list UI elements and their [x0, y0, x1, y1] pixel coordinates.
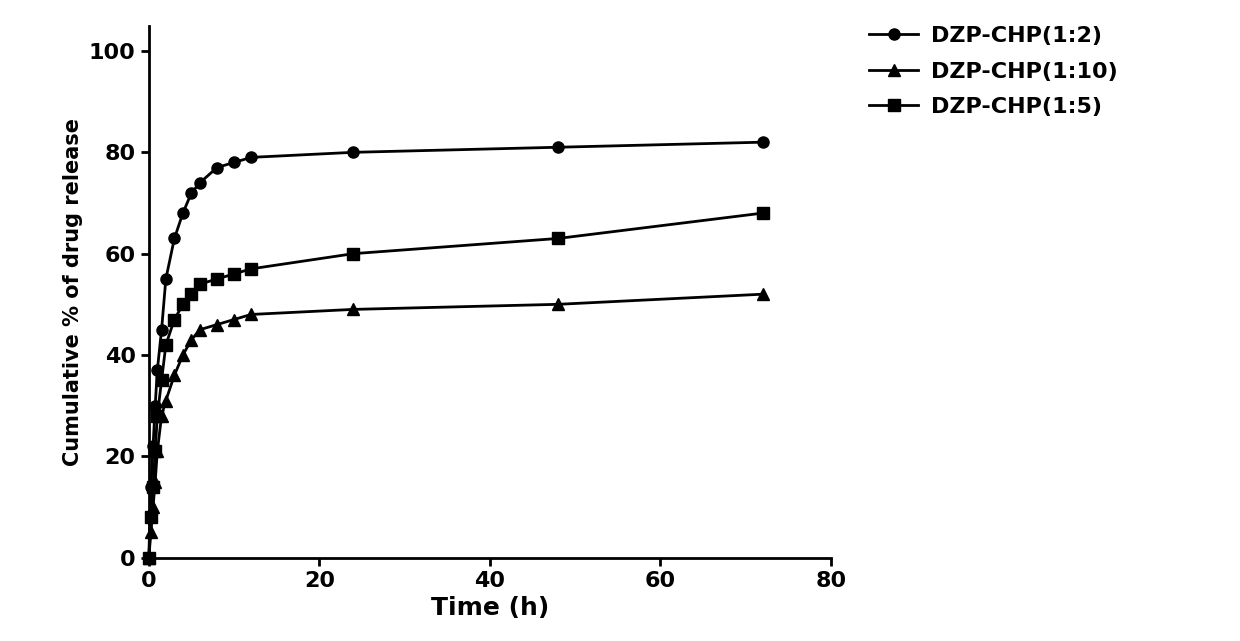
DZP-CHP(1:5): [551, 235, 565, 242]
DZP-CHP(1:5): [159, 341, 174, 349]
Y-axis label: Cumulative % of drug release: Cumulative % of drug release: [63, 118, 83, 465]
DZP-CHP(1:10): [148, 478, 162, 485]
DZP-CHP(1:10): [755, 290, 770, 298]
DZP-CHP(1:5): [145, 483, 160, 490]
DZP-CHP(1:5): [755, 209, 770, 217]
DZP-CHP(1:2): [192, 179, 207, 187]
DZP-CHP(1:2): [227, 158, 242, 166]
DZP-CHP(1:5): [141, 554, 156, 562]
DZP-CHP(1:10): [145, 503, 160, 511]
Line: DZP-CHP(1:10): DZP-CHP(1:10): [144, 288, 768, 563]
DZP-CHP(1:5): [154, 376, 169, 384]
DZP-CHP(1:2): [755, 138, 770, 146]
DZP-CHP(1:2): [141, 554, 156, 562]
DZP-CHP(1:10): [243, 311, 259, 319]
DZP-CHP(1:2): [159, 275, 174, 283]
DZP-CHP(1:2): [346, 149, 361, 156]
DZP-CHP(1:10): [150, 447, 165, 455]
Legend: DZP-CHP(1:2), DZP-CHP(1:10), DZP-CHP(1:5): DZP-CHP(1:2), DZP-CHP(1:10), DZP-CHP(1:5…: [869, 26, 1118, 117]
DZP-CHP(1:5): [210, 275, 224, 283]
DZP-CHP(1:10): [154, 412, 169, 420]
DZP-CHP(1:5): [346, 250, 361, 258]
DZP-CHP(1:2): [154, 326, 169, 333]
DZP-CHP(1:5): [192, 280, 207, 288]
DZP-CHP(1:10): [192, 326, 207, 333]
DZP-CHP(1:2): [167, 235, 182, 242]
Line: DZP-CHP(1:2): DZP-CHP(1:2): [144, 137, 768, 563]
DZP-CHP(1:2): [551, 144, 565, 151]
DZP-CHP(1:5): [144, 513, 159, 521]
DZP-CHP(1:2): [150, 367, 165, 374]
DZP-CHP(1:2): [144, 483, 159, 490]
DZP-CHP(1:10): [159, 397, 174, 404]
DZP-CHP(1:5): [148, 447, 162, 455]
DZP-CHP(1:10): [176, 351, 191, 359]
DZP-CHP(1:10): [227, 315, 242, 323]
DZP-CHP(1:10): [167, 371, 182, 379]
DZP-CHP(1:5): [167, 315, 182, 323]
DZP-CHP(1:2): [184, 189, 198, 197]
DZP-CHP(1:2): [210, 163, 224, 171]
DZP-CHP(1:2): [176, 209, 191, 217]
X-axis label: Time (h): Time (h): [430, 596, 549, 620]
DZP-CHP(1:10): [144, 528, 159, 536]
Line: DZP-CHP(1:5): DZP-CHP(1:5): [144, 208, 768, 563]
DZP-CHP(1:10): [141, 554, 156, 562]
DZP-CHP(1:5): [184, 290, 198, 298]
DZP-CHP(1:2): [148, 402, 162, 410]
DZP-CHP(1:10): [346, 306, 361, 313]
DZP-CHP(1:5): [150, 412, 165, 420]
DZP-CHP(1:2): [243, 154, 259, 162]
DZP-CHP(1:5): [176, 301, 191, 308]
DZP-CHP(1:5): [243, 265, 259, 272]
DZP-CHP(1:10): [184, 336, 198, 344]
DZP-CHP(1:10): [551, 301, 565, 308]
DZP-CHP(1:2): [145, 442, 160, 450]
DZP-CHP(1:10): [210, 320, 224, 328]
DZP-CHP(1:5): [227, 270, 242, 278]
